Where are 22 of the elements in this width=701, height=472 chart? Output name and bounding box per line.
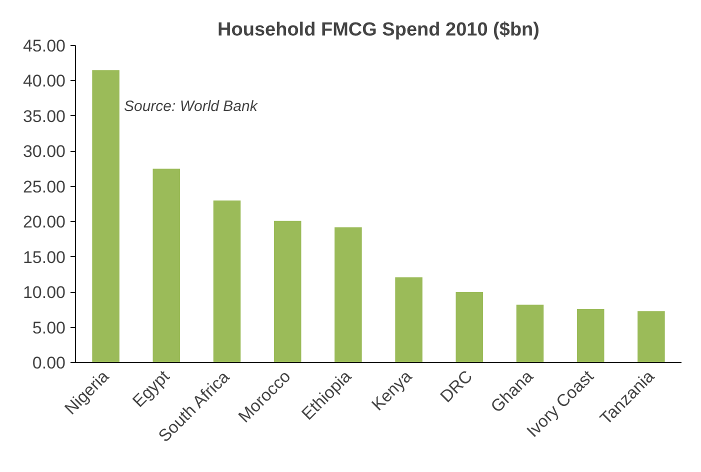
y-tick-label: 5.00 [32,318,66,338]
bar [638,311,665,362]
bar [516,304,544,362]
y-tick-label: 20.00 [22,212,66,232]
bar [213,200,241,362]
bar [456,292,484,362]
y-tick-label: 35.00 [22,106,66,126]
y-tick-label: 30.00 [22,142,66,162]
y-tick-label: 45.00 [22,36,66,56]
bar [334,227,362,362]
bar [152,168,180,362]
bar [274,220,302,362]
y-tick-label: 15.00 [22,248,66,267]
y-tick-label: 10.00 [22,283,66,302]
bar [395,277,422,362]
y-tick-label: 40.00 [22,72,66,91]
bar [576,308,604,362]
annotation: Source: World Bank [124,98,259,116]
y-tick-label: 25.00 [22,177,66,196]
chart-title: Household FMCG Spend 2010 ($bn) [218,20,540,40]
y-tick-label: 0.00 [32,354,66,372]
bar [92,70,120,362]
